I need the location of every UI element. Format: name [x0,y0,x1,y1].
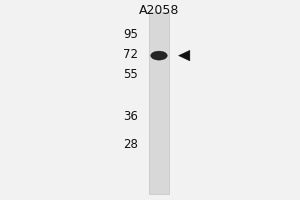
Ellipse shape [151,51,167,60]
Text: 28: 28 [123,138,138,150]
Bar [149,12,169,194]
Text: 95: 95 [123,28,138,42]
Text: A2058: A2058 [139,4,179,18]
Text: 72: 72 [123,48,138,62]
Text: 36: 36 [123,110,138,123]
Polygon shape [178,50,190,61]
Text: 55: 55 [123,68,138,82]
